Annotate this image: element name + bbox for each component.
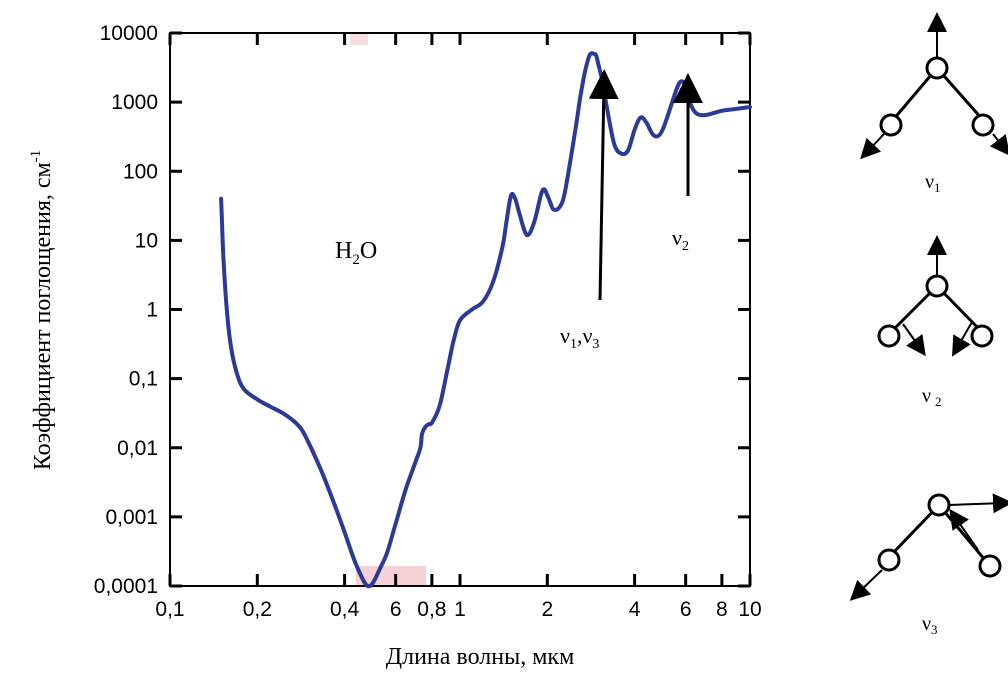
- x-tick-label: 0,1: [155, 598, 184, 621]
- plot-frame: [169, 32, 751, 587]
- atom: [925, 56, 949, 80]
- x-tick-label: 6: [390, 598, 402, 621]
- y-axis-label: Коэффициент поглощения, см-1: [28, 150, 56, 470]
- y-tick-label: 0,0001: [94, 575, 158, 598]
- y-tick-label: 1000: [111, 91, 158, 114]
- y-tick-label: 10000: [100, 22, 158, 45]
- v2-sub: 2: [682, 239, 689, 254]
- mode-v1-label: ν1: [925, 171, 941, 195]
- v1v3-sub2: 3: [592, 337, 599, 352]
- x-tick-label: 8: [716, 598, 728, 621]
- y-tick-label: 0,01: [117, 437, 158, 460]
- highlight-patch: [350, 33, 368, 45]
- atom: [927, 493, 951, 517]
- y-tick-label: 0,1: [129, 368, 158, 391]
- mode-v1-diagram: ν1: [860, 12, 1008, 195]
- v2-label: ν2: [672, 225, 689, 254]
- x-tick-label: 0,8: [417, 598, 446, 621]
- x-tick-label: 2: [541, 598, 553, 621]
- y-axis-label-superscript: -1: [28, 150, 44, 163]
- y-tick-label: 0,001: [105, 506, 158, 529]
- y-tick-label: 100: [123, 160, 158, 183]
- mode-v3-label: ν3: [922, 613, 938, 637]
- x-axis-label: Длина волны, мкм: [386, 644, 575, 670]
- mode-v3-diagram: ν3: [849, 493, 1008, 637]
- curve-layer: [219, 51, 752, 589]
- h2o-tail: O: [360, 238, 377, 264]
- atom: [877, 324, 901, 348]
- axis-ticks: 0,0001 0,001 0,01 0,1 1 10 100 1000 10000 0,1 0,2 0…: [94, 22, 762, 621]
- v1v3-sub1: 1: [570, 337, 577, 352]
- x-tick-label: 6: [680, 598, 692, 621]
- atom: [879, 113, 903, 137]
- h2o-label: H2O: [335, 238, 377, 268]
- atom: [970, 324, 994, 348]
- v1v3-arrow: [588, 69, 619, 301]
- atom: [925, 274, 949, 298]
- x-tick-label: 4: [629, 598, 641, 621]
- h2o-main: H: [335, 238, 352, 264]
- h2o-sub: 2: [352, 252, 360, 268]
- x-tick-label: 10: [738, 598, 761, 621]
- v1v3-main: ν: [560, 323, 570, 348]
- absorption-curve: [219, 51, 752, 589]
- y-tick-label: 10: [135, 229, 158, 252]
- v1v3-mid: ,ν: [577, 323, 593, 348]
- highlight-patches: [350, 33, 426, 586]
- x-tick-label: 1: [454, 598, 466, 621]
- v2-main: ν: [672, 225, 682, 250]
- x-tick-label: 0,4: [330, 598, 360, 621]
- v1v3-label: ν1,ν3: [560, 323, 599, 352]
- atom: [978, 554, 1002, 578]
- atom: [877, 548, 901, 572]
- y-tick-label: 1: [146, 299, 158, 322]
- y-axis-label-text: Коэффициент поглощения, см: [30, 162, 56, 470]
- x-tick-label: 0,2: [243, 598, 272, 621]
- atom: [971, 113, 995, 137]
